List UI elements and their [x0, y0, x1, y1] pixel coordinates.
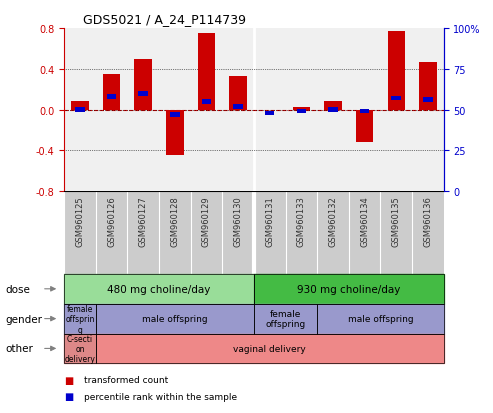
Text: GSM960126: GSM960126 [107, 196, 116, 247]
Bar [423, 98, 433, 103]
Bar [297, 109, 306, 114]
Bar [229, 77, 247, 110]
Bar [107, 95, 116, 100]
Bar [293, 108, 310, 110]
Text: gender: gender [5, 314, 42, 324]
Bar [265, 111, 275, 116]
Text: 930 mg choline/day: 930 mg choline/day [297, 284, 400, 294]
Text: male offspring: male offspring [348, 314, 413, 323]
Bar [202, 100, 211, 104]
Text: ■: ■ [64, 375, 73, 385]
Bar [419, 62, 437, 110]
Bar [360, 109, 369, 114]
Bar [139, 92, 148, 96]
Text: GDS5021 / A_24_P114739: GDS5021 / A_24_P114739 [83, 13, 246, 26]
Text: male offspring: male offspring [142, 314, 208, 323]
Text: GSM960125: GSM960125 [75, 196, 84, 246]
Text: female
offsprin
g: female offsprin g [65, 304, 95, 334]
Text: GSM960135: GSM960135 [392, 196, 401, 247]
Bar [233, 105, 243, 109]
Bar [135, 59, 152, 110]
Text: C-secti
on
delivery: C-secti on delivery [65, 334, 95, 363]
Text: GSM960132: GSM960132 [328, 196, 338, 247]
Text: GSM960127: GSM960127 [139, 196, 148, 247]
Bar [71, 102, 89, 110]
Text: GSM960136: GSM960136 [423, 196, 432, 247]
Text: GSM960131: GSM960131 [265, 196, 274, 247]
Text: GSM960129: GSM960129 [202, 196, 211, 246]
Bar [166, 110, 183, 156]
Bar [198, 34, 215, 110]
Bar [387, 32, 405, 110]
Bar [356, 110, 373, 143]
Bar [170, 113, 179, 117]
Bar [75, 108, 85, 113]
Text: GSM960130: GSM960130 [234, 196, 243, 247]
Bar [391, 97, 401, 101]
Text: percentile rank within the sample: percentile rank within the sample [84, 392, 237, 401]
Bar [103, 75, 120, 110]
Text: GSM960128: GSM960128 [170, 196, 179, 247]
Text: dose: dose [5, 284, 30, 294]
Text: 480 mg choline/day: 480 mg choline/day [107, 284, 211, 294]
Text: GSM960133: GSM960133 [297, 196, 306, 247]
Text: GSM960134: GSM960134 [360, 196, 369, 247]
Text: female
offspring: female offspring [265, 309, 306, 328]
Text: transformed count: transformed count [84, 375, 168, 385]
Bar [324, 102, 342, 110]
Text: ■: ■ [64, 392, 73, 401]
Text: other: other [5, 344, 33, 354]
Text: vaginal delivery: vaginal delivery [233, 344, 306, 353]
Bar [328, 108, 338, 113]
